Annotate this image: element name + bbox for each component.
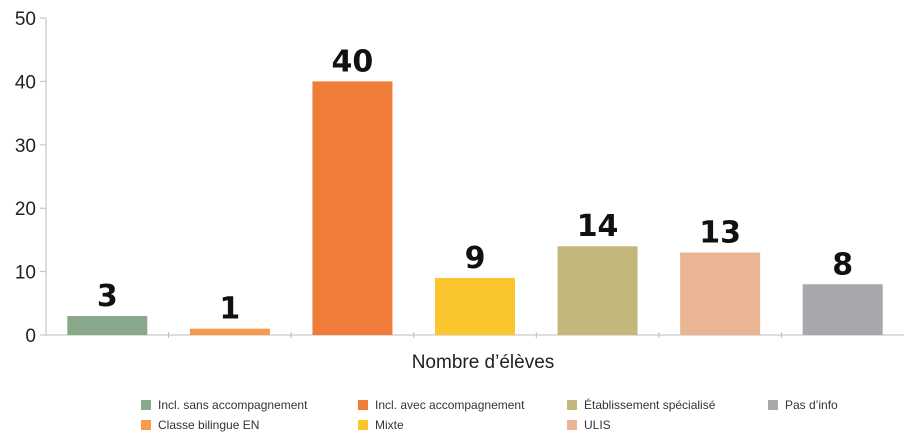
legend-swatch (567, 400, 577, 410)
legend-swatch (358, 420, 368, 430)
legend: Incl. sans accompagnement Incl. avec acco… (141, 397, 838, 432)
bar (435, 277, 515, 335)
data-label: 13 (699, 216, 741, 251)
legend-entry: Établissement spécialisé (584, 397, 716, 412)
data-label: 8 (832, 247, 853, 282)
bar (312, 81, 393, 336)
y-axis: 0 10 20 30 40 50 (15, 9, 47, 347)
bar (802, 284, 883, 335)
y-tick-label: 50 (15, 9, 36, 30)
bar (67, 315, 148, 335)
legend-swatch (141, 420, 151, 430)
legend-entry: Incl. sans accompagnement (158, 398, 308, 412)
data-label: 1 (219, 292, 240, 327)
y-tick-label: 0 (25, 326, 36, 347)
legend-entry: Pas d’info (785, 398, 838, 412)
value-labels: 3 1 40 9 14 13 8 (97, 44, 853, 326)
y-tick-label: 30 (15, 136, 36, 157)
y-tick-label: 40 (15, 72, 36, 93)
bars (67, 81, 883, 336)
data-label: 3 (97, 279, 118, 314)
legend-swatch (141, 400, 151, 410)
legend-swatch (768, 400, 778, 410)
x-axis-label: Nombre d’élèves (412, 352, 555, 373)
data-label: 14 (577, 209, 619, 244)
legend-entry: ULIS (584, 418, 611, 432)
bar (680, 252, 761, 335)
legend-swatch (567, 420, 577, 430)
legend-swatch (358, 400, 368, 410)
data-label: 9 (465, 241, 486, 276)
legend-entry: Classe bilingue EN (158, 418, 259, 432)
y-tick-label: 10 (15, 263, 36, 284)
legend-entry: Mixte (375, 418, 404, 432)
bar (557, 246, 638, 335)
legend-entry: Incl. avec accompagnement (375, 398, 525, 412)
y-tick-label: 20 (15, 199, 36, 220)
data-label: 40 (332, 44, 374, 79)
bar (189, 328, 270, 335)
